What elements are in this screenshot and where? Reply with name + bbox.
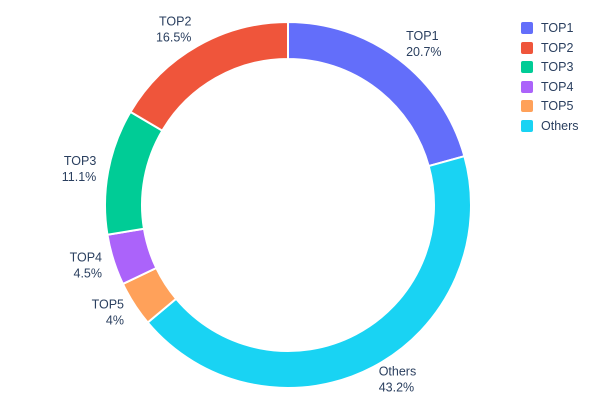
slice-label-top1: TOP1 20.7% xyxy=(406,29,441,59)
slice-label-others: Others 43.2% xyxy=(379,365,417,395)
legend: TOP1 TOP2 TOP3 TOP4 TOP5 Others xyxy=(521,22,579,132)
legend-swatch-icon xyxy=(521,119,533,132)
donut-slice-others[interactable] xyxy=(146,155,472,389)
legend-swatch-icon xyxy=(521,100,533,113)
legend-label: TOP2 xyxy=(541,40,574,55)
legend-item-top2[interactable]: TOP2 xyxy=(521,40,579,55)
legend-label: TOP1 xyxy=(541,21,574,35)
donut-slice-top2[interactable] xyxy=(129,21,289,132)
legend-swatch-icon xyxy=(521,22,533,35)
slice-label-top5: TOP5 4% xyxy=(92,298,124,328)
legend-label: TOP4 xyxy=(541,79,574,94)
legend-item-top1[interactable]: TOP1 xyxy=(521,22,579,35)
slice-label-top3: TOP3 11.1% xyxy=(62,154,97,184)
legend-item-others[interactable]: Others xyxy=(521,118,579,133)
donut-slice-top3[interactable] xyxy=(104,110,164,236)
legend-item-top3[interactable]: TOP3 xyxy=(521,61,579,74)
legend-swatch-icon xyxy=(521,41,533,54)
legend-label: TOP5 xyxy=(541,99,574,113)
slice-label-top4: TOP4 4.5% xyxy=(70,251,102,281)
slice-label-top2: TOP2 16.5% xyxy=(156,15,192,45)
donut-slice-top1[interactable] xyxy=(287,21,466,168)
legend-label: TOP3 xyxy=(541,60,574,74)
legend-swatch-icon xyxy=(521,61,533,74)
legend-item-top5[interactable]: TOP5 xyxy=(521,100,579,113)
legend-item-top4[interactable]: TOP4 xyxy=(521,79,579,94)
legend-swatch-icon xyxy=(521,80,533,93)
legend-label: Others xyxy=(541,118,579,133)
